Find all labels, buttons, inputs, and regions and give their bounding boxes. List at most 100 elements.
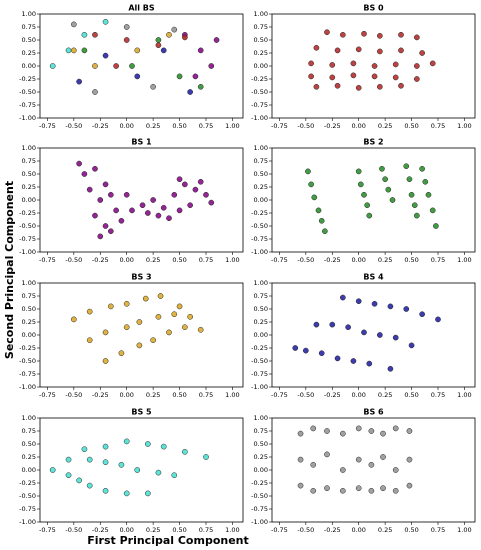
point (160, 443, 167, 450)
y-tick-label: -0.50 (19, 492, 36, 500)
point (129, 207, 135, 214)
axes-frame (39, 147, 244, 253)
point (166, 31, 172, 38)
y-tick-label: 0.00 (254, 331, 268, 339)
y-tick-label: -0.75 (251, 101, 268, 109)
point (406, 456, 413, 463)
x-tick-label: 0.00 (351, 256, 365, 264)
panel-title: BS 4 (363, 273, 384, 282)
point (422, 178, 429, 185)
y-tick-label: -1.00 (251, 383, 268, 391)
point (355, 425, 362, 432)
point (371, 300, 378, 307)
point (118, 461, 125, 468)
y-tick-label: -0.75 (251, 505, 268, 513)
x-tick-label: 0.25 (378, 391, 392, 399)
point (392, 487, 399, 494)
y-tick-label: 1.00 (22, 414, 36, 422)
y-tick-label: -0.50 (251, 222, 268, 230)
panel-title: BS 3 (131, 273, 151, 282)
point (411, 202, 418, 209)
x-tick-label: 0.00 (351, 526, 365, 534)
y-tick-label: -0.50 (251, 492, 268, 500)
x-tick-label: 0.00 (351, 391, 365, 399)
y-tick-label: -0.50 (19, 88, 36, 96)
point (392, 61, 399, 68)
point (392, 74, 399, 81)
y-tick-label: 0.25 (22, 183, 36, 191)
point (197, 83, 204, 90)
x-tick-label: 0.00 (351, 122, 365, 130)
point (81, 171, 88, 177)
point (387, 365, 394, 372)
x-tick-label: 0.75 (431, 526, 445, 534)
point (310, 425, 317, 432)
point (176, 176, 183, 183)
y-tick-label: -0.25 (19, 75, 36, 83)
y-tick-label: 0.25 (22, 49, 36, 57)
x-tick-label: 1.00 (225, 391, 239, 399)
x-tick-label: -0.25 (324, 256, 341, 264)
point (150, 337, 156, 344)
y-tick-label: 0.25 (22, 318, 36, 326)
y-tick-label: -0.25 (19, 479, 36, 487)
point (155, 469, 162, 476)
point (387, 303, 394, 310)
point (97, 197, 104, 203)
y-tick-label: 0.00 (22, 62, 36, 70)
point (76, 477, 82, 484)
point (297, 482, 304, 489)
axes-frame (271, 147, 476, 253)
y-tick-label: 0.25 (254, 318, 268, 326)
x-tick-label: 0.75 (431, 122, 445, 130)
y-tick-label: 0.00 (254, 62, 268, 70)
point (208, 199, 215, 206)
point (371, 73, 378, 80)
point (408, 191, 415, 198)
point (376, 332, 383, 338)
x-tick-label: 0.75 (199, 122, 213, 130)
y-tick-label: 0.25 (254, 183, 268, 191)
point (107, 228, 114, 235)
point (329, 321, 336, 328)
x-tick-label: -0.25 (324, 391, 341, 399)
point (366, 360, 373, 367)
point (389, 197, 396, 203)
point (176, 207, 183, 214)
point (192, 186, 199, 193)
y-tick-label: -0.25 (251, 344, 268, 352)
point (187, 202, 193, 209)
point (380, 485, 386, 492)
point (339, 487, 346, 494)
point (92, 63, 98, 69)
x-tick-label: 0.00 (119, 526, 133, 534)
y-tick-label: 0.75 (22, 23, 36, 31)
x-tick-label: 1.00 (457, 391, 471, 399)
point (313, 44, 320, 51)
point (419, 50, 425, 56)
x-tick-label: 0.50 (404, 391, 418, 399)
point (160, 47, 167, 54)
y-tick-label: 1.00 (22, 144, 36, 152)
point (155, 42, 162, 49)
y-tick-label: -0.50 (19, 222, 36, 230)
y-tick-label: 1.00 (254, 279, 268, 287)
y-tick-label: 0.25 (254, 453, 268, 461)
y-tick-label: 0.50 (254, 36, 268, 44)
y-tick-label: 1.00 (22, 279, 36, 287)
y-tick-label: -0.25 (251, 209, 268, 217)
y-tick-label: 1.00 (254, 414, 268, 422)
point (171, 191, 178, 198)
point (311, 194, 318, 201)
point (355, 84, 362, 91)
point (361, 191, 367, 198)
y-tick-label: -0.75 (251, 370, 268, 378)
y-tick-label: 0.75 (22, 157, 36, 165)
point (197, 326, 204, 333)
point (413, 63, 420, 69)
point (136, 342, 143, 349)
point (76, 160, 82, 167)
y-tick-label: 0.75 (254, 23, 268, 31)
y-tick-label: 0.50 (254, 305, 268, 313)
point (329, 62, 336, 68)
